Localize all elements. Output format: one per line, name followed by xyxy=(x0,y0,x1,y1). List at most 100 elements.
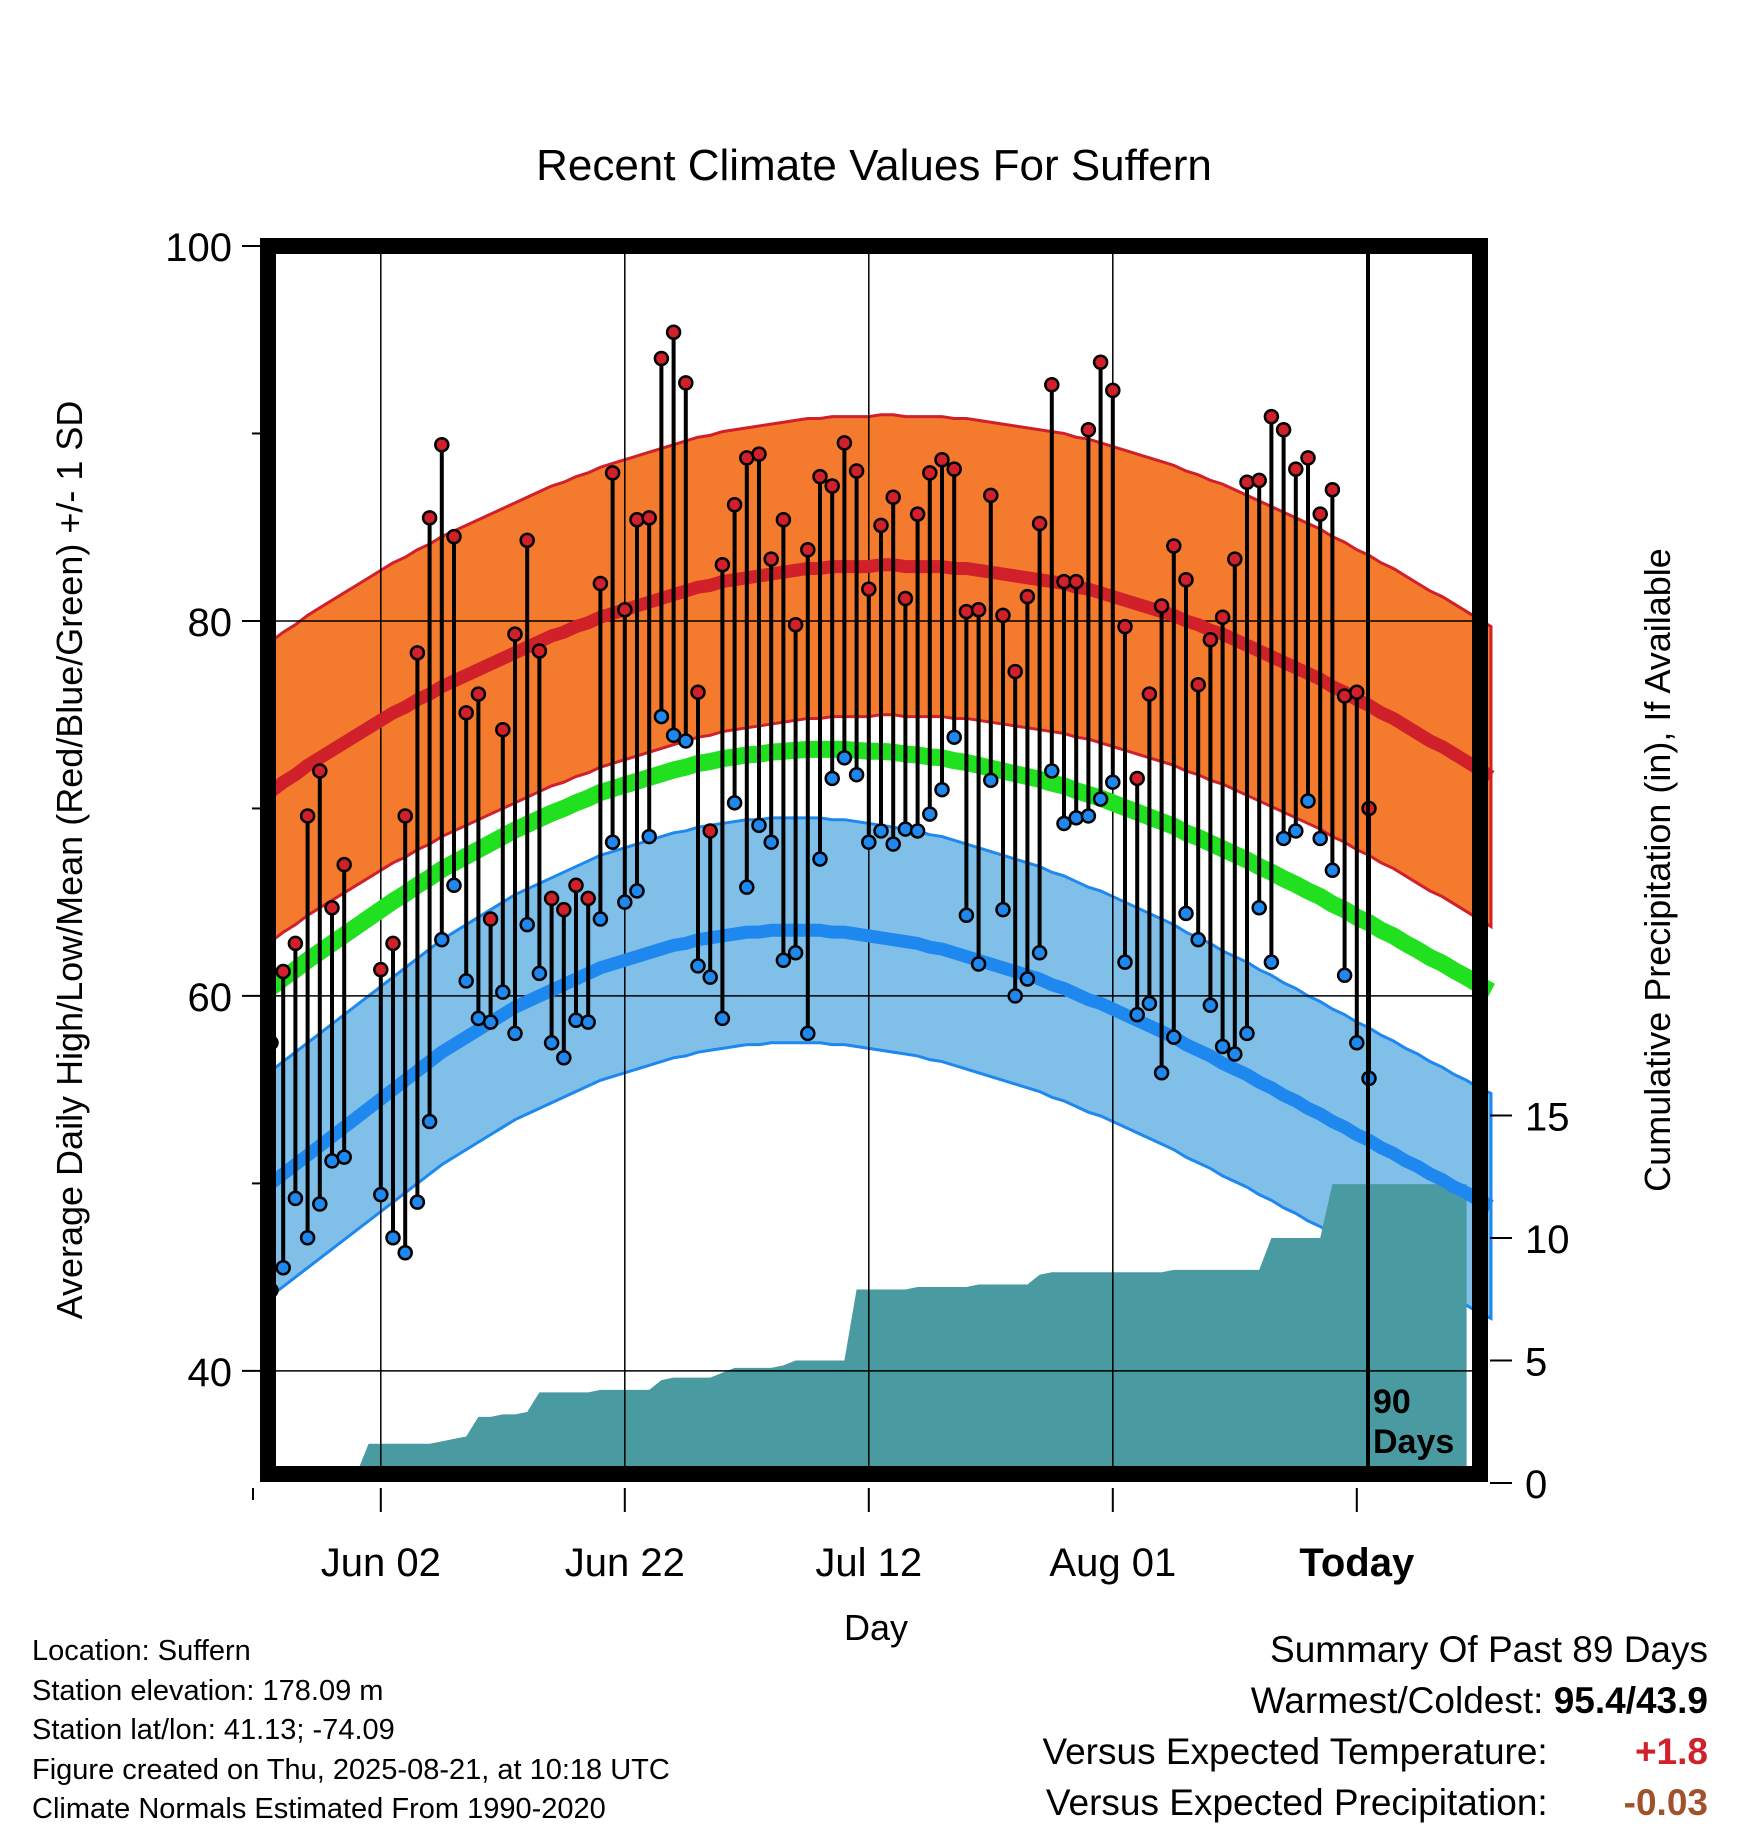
daily-low-point xyxy=(995,901,1011,918)
x-tick-label: Jun 02 xyxy=(321,1541,441,1585)
daily-low-point xyxy=(519,916,535,933)
daily-low-point xyxy=(812,851,828,867)
y-tick-label: 60 xyxy=(188,976,233,1020)
daily-low-point xyxy=(287,1190,304,1207)
daily-high-point xyxy=(1275,421,1292,438)
warmest-coldest-value: 95.4/43.9 xyxy=(1553,1680,1708,1721)
daily-low-point xyxy=(909,823,926,839)
normal-low-line xyxy=(267,923,1494,1212)
daily-high-point xyxy=(617,601,633,618)
daily-low-point xyxy=(824,770,840,787)
daily-high-point xyxy=(495,721,511,738)
daily-low-point xyxy=(568,1012,584,1029)
daily-high-point xyxy=(1105,382,1121,399)
daily-high-point xyxy=(824,478,840,494)
daily-low-point xyxy=(800,1025,816,1042)
daily-high-point xyxy=(836,435,853,451)
x-tick-label: Aug 01 xyxy=(1049,1541,1176,1585)
normals-text: Climate Normals Estimated From 1990-2020 xyxy=(32,1793,606,1825)
daily-high-point xyxy=(909,506,926,522)
daily-low-point xyxy=(434,931,450,948)
created-text: Figure created on Thu, 2025-08-21, at 10… xyxy=(32,1753,670,1786)
daily-low-point xyxy=(983,772,999,789)
daily-high-point xyxy=(531,643,548,659)
daily-high-point xyxy=(1007,663,1023,680)
daily-low-point xyxy=(1141,995,1158,1012)
daily-high-point xyxy=(1324,481,1341,498)
daily-high-point xyxy=(470,686,487,702)
daily-high-point xyxy=(604,465,621,481)
daily-high-point xyxy=(946,461,962,477)
y2-axis-label: Cumulative Precipitation (in), If Availa… xyxy=(1637,548,1678,1192)
daily-low-point xyxy=(1056,815,1072,832)
daily-low-point xyxy=(970,956,987,972)
daily-low-point xyxy=(690,958,706,974)
daily-high-point xyxy=(507,626,523,642)
daily-high-point xyxy=(324,900,340,916)
elevation-text: Station elevation: 178.09 m xyxy=(32,1674,384,1707)
daily-high-point xyxy=(641,510,657,526)
daily-high-point xyxy=(1044,376,1060,393)
grid-lines xyxy=(268,246,1480,1474)
daily-high-point xyxy=(1080,421,1097,438)
daily-high-point xyxy=(1166,538,1182,554)
daily-high-point xyxy=(787,616,804,633)
daily-low-point xyxy=(336,1149,352,1165)
daily-low-point xyxy=(1190,931,1206,948)
daily-high-point xyxy=(434,436,450,453)
x-tick-label: Jun 22 xyxy=(565,1541,685,1585)
daily-low-point xyxy=(1092,791,1109,807)
daily-high-point xyxy=(1153,598,1170,614)
daily-low-point xyxy=(1031,945,1048,961)
daily-high-point xyxy=(983,487,999,504)
daily-low-point xyxy=(726,795,743,811)
daily-high-point xyxy=(873,517,889,534)
daily-high-point xyxy=(1068,573,1084,590)
daily-high-point xyxy=(861,581,877,597)
daily-low-point xyxy=(836,750,853,766)
daily-low-point xyxy=(1019,971,1036,987)
daily-high-point xyxy=(1141,686,1158,702)
daily-low-point xyxy=(1214,1038,1231,1055)
daily-low-point xyxy=(385,1230,401,1246)
daily-high-point xyxy=(934,451,950,468)
daily-low-point xyxy=(787,945,804,961)
station-info: Location: Suffern Station elevation: 178… xyxy=(32,1632,670,1830)
daily-high-point xyxy=(812,468,828,485)
daily-low-point xyxy=(1044,763,1060,779)
daily-high-point xyxy=(543,890,560,907)
daily-low-point xyxy=(665,727,682,744)
daily-high-point xyxy=(1190,676,1206,693)
daily-low-point xyxy=(922,806,938,822)
daily-low-point xyxy=(1178,905,1194,922)
daily-low-point xyxy=(1129,1006,1145,1023)
daily-high-point xyxy=(629,511,645,528)
daily-high-point xyxy=(312,763,328,779)
daily-high-point xyxy=(1300,450,1316,466)
daily-low-point xyxy=(1263,954,1280,970)
daily-low-point xyxy=(702,969,718,985)
daily-low-point xyxy=(495,984,511,1000)
daily-high-point xyxy=(1092,354,1109,370)
daily-low-point xyxy=(1202,997,1219,1014)
daily-high-point xyxy=(897,590,914,607)
daily-low-point xyxy=(641,828,657,845)
warmest-coldest-row: Warmest/Coldest: 95.4/43.9 xyxy=(1042,1675,1708,1726)
daily-high-point xyxy=(1288,461,1304,477)
daily-low-point xyxy=(775,952,792,969)
daily-high-point xyxy=(580,890,596,907)
daily-low-point xyxy=(678,733,694,749)
temp-row: Versus Expected Temperature: +1.8 xyxy=(1042,1726,1708,1777)
daily-low-point xyxy=(421,1113,438,1130)
daily-low-point xyxy=(507,1025,523,1042)
x-tick-label: Today xyxy=(1299,1541,1415,1585)
daily-low-point xyxy=(1227,1046,1243,1062)
daily-high-point xyxy=(800,541,816,558)
daily-high-point xyxy=(922,465,938,481)
daily-high-point xyxy=(1129,770,1145,787)
daily-low-point xyxy=(958,907,975,924)
daily-low-point xyxy=(592,911,609,927)
daily-low-point xyxy=(1312,830,1328,847)
daily-high-point xyxy=(421,510,438,526)
daily-low-point xyxy=(1007,988,1023,1004)
